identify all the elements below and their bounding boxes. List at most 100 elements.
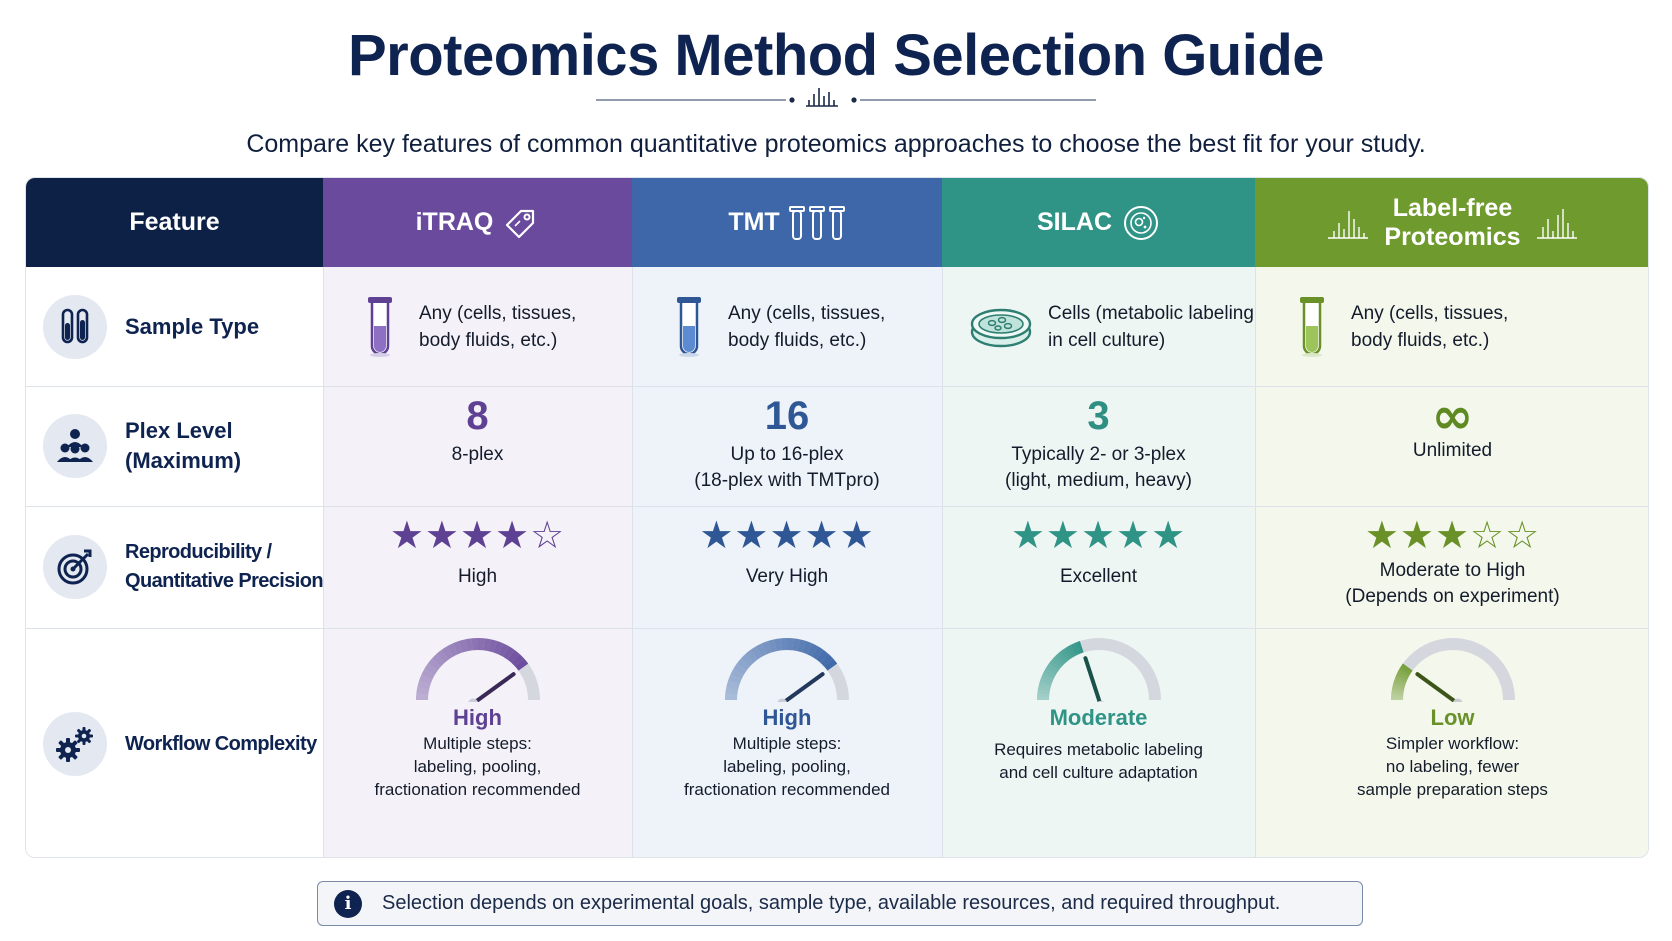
- gears-icon: [43, 711, 107, 776]
- gauge-fill: [416, 680, 430, 690]
- gauge-hub: [1452, 698, 1463, 702]
- gauge-fill: [1400, 664, 1412, 673]
- gauge-hub: [467, 698, 478, 702]
- gauge-fill: [1038, 680, 1051, 688]
- gauge-fill: [1052, 656, 1064, 667]
- gauge-fill: [1043, 668, 1056, 678]
- repro-cell-labelfree: ★★★☆☆ Moderate to High (Depends on exper…: [1345, 515, 1560, 607]
- plex-number: 16: [764, 394, 810, 438]
- column-divider: [1255, 267, 1256, 857]
- header-labelfree: Label-free Proteomics: [1255, 178, 1648, 267]
- complexity-label: Low: [1430, 705, 1475, 730]
- gauge-fill: [725, 687, 739, 695]
- gauge-fill: [740, 653, 754, 667]
- gauge-fill: [420, 668, 435, 680]
- row-divider: [26, 628, 1648, 629]
- info-note: i Selection depends on experimental goal…: [317, 881, 1363, 926]
- spectrum-icon: [1536, 208, 1577, 239]
- feature-label: Reproducibility / Quantitative Precision: [125, 541, 324, 592]
- workflow-cell-tmt: High Multiple steps: labeling, pooling, …: [632, 636, 942, 857]
- header-labelfree-text: Label-free Proteomics: [1384, 193, 1521, 251]
- gauge-fill: [502, 646, 514, 660]
- note-text: Selection depends on experimental goals,…: [382, 892, 1281, 914]
- gauge-fill: [1070, 643, 1079, 656]
- star-rating: ★★★★★: [699, 515, 875, 557]
- column-divider: [632, 267, 633, 857]
- row-divider: [26, 386, 1648, 387]
- gauge-fill: [1059, 649, 1070, 662]
- gauge-fill: [797, 639, 807, 653]
- gauge-fill: [1398, 668, 1410, 677]
- test-tubes-icon: [43, 294, 107, 359]
- gauge-needle: [1082, 656, 1102, 702]
- gauge-fill: [1041, 671, 1054, 680]
- header-tmt: TMT: [632, 178, 942, 267]
- sample-text: Any (cells, tissues, body fluids, etc.): [1351, 302, 1509, 351]
- complexity-label: High: [762, 705, 812, 730]
- gauge-fill: [1064, 646, 1074, 659]
- gauge-fill: [1394, 677, 1406, 684]
- target-icon: [43, 535, 107, 599]
- complexity-label: High: [453, 705, 502, 730]
- feature-reproducibility: Reproducibility / Quantitative Precision: [26, 506, 324, 628]
- gauge-fill: [506, 649, 520, 663]
- gauge-fill: [423, 663, 438, 676]
- title-divider: [596, 88, 1096, 107]
- gauge-fill: [1397, 670, 1409, 678]
- feature-column: Feature Sample Type: [26, 178, 324, 857]
- gauge-fill: [745, 649, 758, 663]
- gauge-fill: [1062, 647, 1072, 660]
- repro-cell-tmt: ★★★★★ Very High: [699, 515, 875, 587]
- plex-cell-silac: 3 Typically 2- or 3-plex (light, medium,…: [1005, 394, 1192, 491]
- gauge-icon: [1036, 638, 1161, 702]
- gauge-fill: [756, 643, 767, 657]
- gauge-fill: [802, 641, 813, 655]
- gauge-fill: [811, 646, 824, 660]
- gauge-fill: [1037, 687, 1050, 693]
- gauge-fill: [464, 638, 473, 652]
- gauge-fill: [497, 643, 509, 657]
- gauge-fill: [1050, 658, 1062, 669]
- header-itraq: iTRAQ: [323, 178, 632, 267]
- feature-label: Sample Type: [125, 313, 260, 339]
- gauge-icon: [725, 638, 849, 702]
- info-icon: i: [334, 889, 362, 918]
- tag-icon: [506, 209, 535, 238]
- star-rating: ★★★★★: [1010, 515, 1187, 557]
- people-group-icon: [43, 414, 107, 478]
- gauge-track: [1390, 638, 1515, 701]
- feature-sample-type: Sample Type: [26, 267, 323, 386]
- gauge-fill: [767, 639, 777, 653]
- workflow-cell-labelfree: Low Simpler workflow: no labeling, fewer…: [1255, 636, 1648, 857]
- sample-cell-itraq: Any (cells, tissues, body fluids, etc.): [323, 267, 632, 386]
- gauge-fill: [750, 646, 763, 660]
- gauge-hub: [777, 698, 787, 702]
- method-column-itraq: iTRAQ Any (cells, tissues, body fluids, …: [323, 178, 632, 857]
- repro-cell-silac: ★★★★★ Excellent: [1010, 515, 1187, 587]
- method-column-labelfree: Label-free Proteomics A: [1255, 178, 1648, 857]
- feature-plex-level: Plex Level (Maximum): [26, 386, 323, 506]
- tubes-icon: [788, 205, 845, 240]
- gauge-fill: [452, 641, 463, 655]
- gauge-fill: [1040, 674, 1053, 683]
- gauge-fill: [1067, 644, 1076, 657]
- gauge-fill: [1398, 667, 1410, 676]
- column-divider: [323, 267, 324, 857]
- gauge-fill: [415, 687, 429, 695]
- gauge-fill: [1395, 673, 1408, 680]
- gauge-fill: [1394, 676, 1407, 683]
- gauge-fill: [1044, 666, 1057, 676]
- gauge-fill: [1073, 642, 1081, 655]
- gauge-fill: [1054, 653, 1066, 665]
- gauge-fill: [492, 641, 503, 655]
- gauge-fill: [733, 663, 747, 676]
- gauge-fill: [487, 639, 497, 653]
- header-feature: Feature: [26, 178, 323, 267]
- gauge-fill: [726, 680, 740, 690]
- comparison-table: Feature Sample Type: [25, 177, 1649, 858]
- gauge-fill: [418, 674, 432, 685]
- star-rating: ★★★☆☆: [1364, 515, 1541, 557]
- gauge-icon: [1390, 638, 1515, 702]
- gauge-hub: [1097, 700, 1104, 702]
- complexity-label: Moderate: [1049, 705, 1148, 730]
